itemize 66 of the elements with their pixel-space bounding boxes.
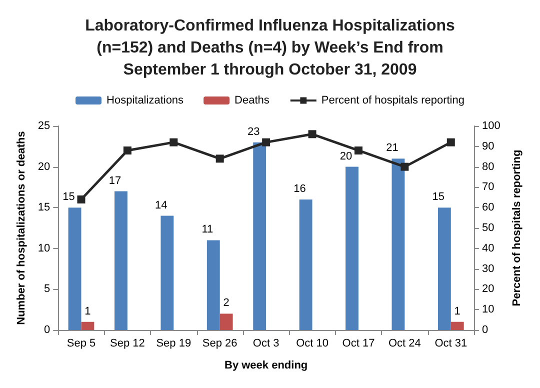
point bbox=[308, 130, 316, 138]
y-tick-label: 15 bbox=[38, 202, 50, 214]
point bbox=[400, 162, 409, 171]
y2-tick-label: 10 bbox=[482, 304, 494, 316]
data-label: 11 bbox=[202, 224, 214, 236]
point bbox=[216, 154, 224, 163]
y-tick-label: 10 bbox=[38, 242, 50, 254]
data-label: 14 bbox=[155, 199, 168, 212]
data-label: 2 bbox=[223, 297, 230, 310]
legend-label: Hospitalizations bbox=[106, 94, 184, 106]
y2-tick-label: 90 bbox=[482, 140, 494, 152]
bar bbox=[438, 208, 451, 330]
y2-tick-label: 0 bbox=[482, 324, 488, 336]
data-label: 15 bbox=[432, 191, 445, 204]
y-tick-label: 20 bbox=[38, 160, 50, 173]
point bbox=[170, 138, 178, 146]
data-label: 16 bbox=[294, 182, 306, 195]
x-tick-label: Sep 19 bbox=[156, 338, 192, 350]
bar bbox=[450, 322, 464, 330]
y-tick-label: 0 bbox=[44, 324, 50, 336]
data-label: 23 bbox=[247, 126, 260, 138]
bar bbox=[206, 240, 220, 330]
bar bbox=[160, 216, 174, 330]
data-label: 15 bbox=[62, 191, 75, 204]
x-tick-label: Oct 17 bbox=[342, 338, 375, 350]
y2-tick-label: 30 bbox=[482, 262, 494, 275]
y2-tick-label: 40 bbox=[482, 242, 494, 254]
y-tick-label: 5 bbox=[44, 283, 50, 296]
y2-tick-label: 20 bbox=[482, 283, 494, 296]
x-tick-label: Sep 5 bbox=[66, 338, 96, 350]
y2-tick-label: 50 bbox=[482, 222, 494, 234]
bar bbox=[68, 208, 82, 330]
bar bbox=[392, 158, 405, 330]
data-label: 20 bbox=[340, 150, 352, 162]
bar bbox=[299, 199, 312, 330]
x-tick-label: Sep 12 bbox=[110, 338, 145, 350]
y2-tick-label: 80 bbox=[482, 160, 494, 173]
bar bbox=[220, 314, 233, 330]
chart-title: Laboratory-Confirmed Influenza Hospitalizations (n=152) and Deaths (n=4) by Week’s End from September 1 through October 31, 2009 bbox=[85, 18, 455, 78]
data-label: 21 bbox=[386, 142, 398, 154]
legend-label: Deaths bbox=[234, 94, 270, 106]
x-axis-title: By week ending bbox=[224, 360, 308, 372]
y2-axis-title: Percent of hospitals reporting bbox=[510, 150, 523, 306]
y-axis-title: Number of hospitalizations or deaths bbox=[16, 131, 28, 325]
bar bbox=[114, 191, 128, 330]
point bbox=[123, 146, 132, 154]
x-tick-label: Sep 26 bbox=[202, 338, 238, 350]
legend-label: Percent of hospitals reporting bbox=[321, 94, 464, 106]
x-tick-label: Oct 31 bbox=[434, 338, 468, 350]
x-tick-label: Oct 10 bbox=[296, 338, 328, 350]
point bbox=[354, 146, 362, 154]
point bbox=[77, 195, 86, 204]
point bbox=[446, 138, 455, 146]
bar bbox=[346, 166, 358, 330]
data-label: 1 bbox=[84, 305, 91, 318]
y-tick-label: 25 bbox=[38, 120, 50, 132]
y2-tick-label: 70 bbox=[482, 181, 494, 194]
bar bbox=[253, 142, 266, 330]
y2-tick-label: 100 bbox=[482, 120, 500, 132]
x-tick-label: Oct 24 bbox=[388, 338, 421, 350]
data-label: 1 bbox=[454, 305, 460, 318]
bar bbox=[81, 322, 94, 330]
x-tick-label: Oct 3 bbox=[252, 338, 280, 350]
y2-tick-label: 60 bbox=[482, 202, 494, 214]
data-label: 17 bbox=[108, 174, 122, 187]
point bbox=[262, 138, 270, 146]
